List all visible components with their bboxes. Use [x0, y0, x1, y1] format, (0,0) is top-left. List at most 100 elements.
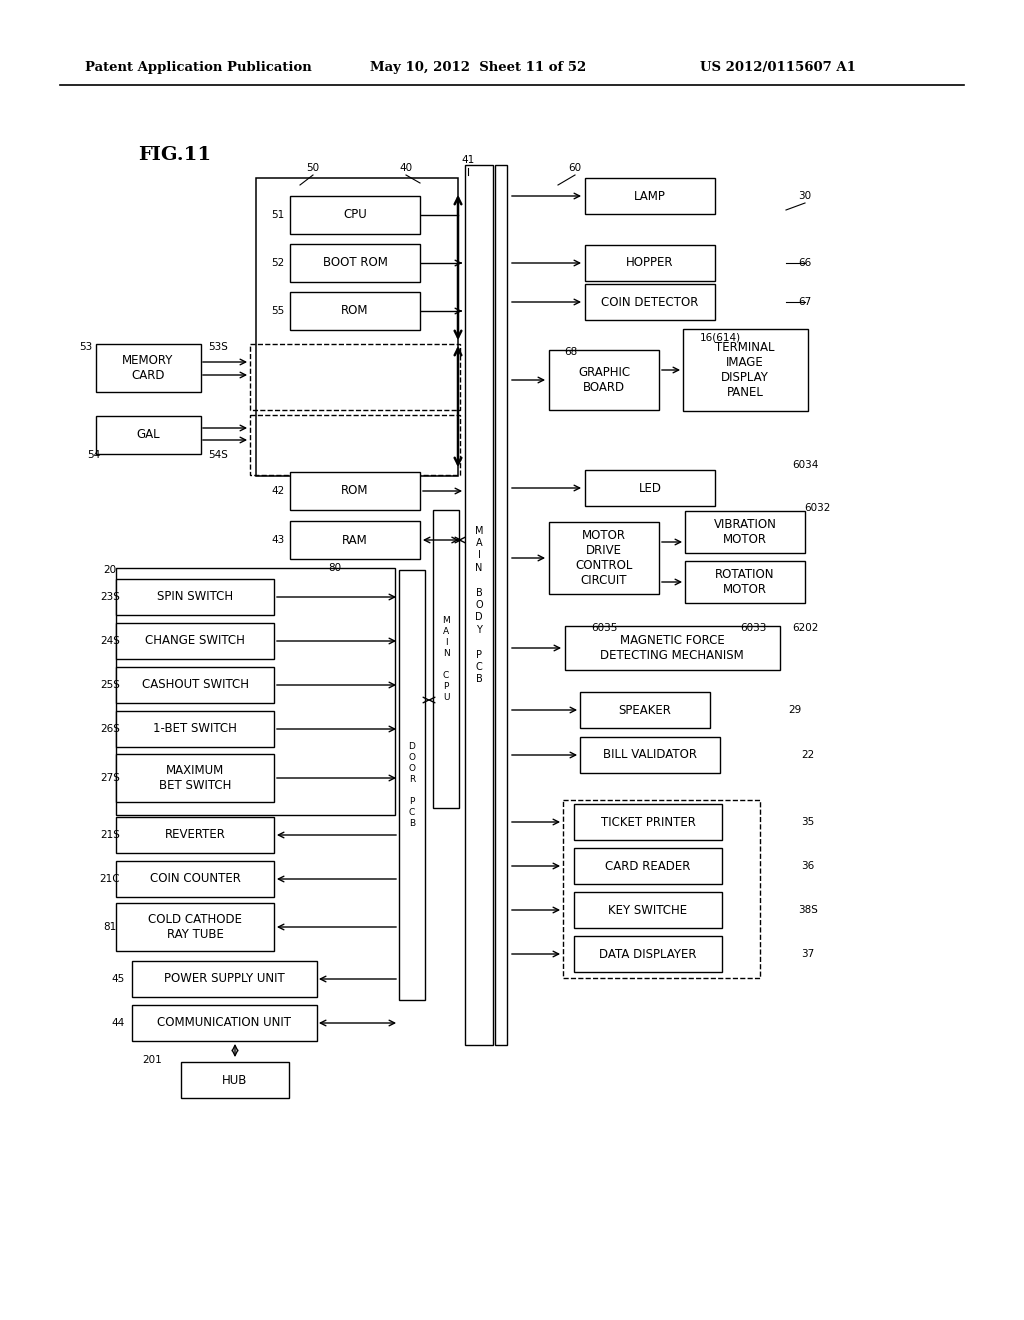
Text: 44: 44 — [112, 1018, 125, 1028]
Bar — [585, 284, 715, 319]
Bar — [564, 626, 779, 671]
Text: 53: 53 — [80, 342, 92, 352]
Bar — [495, 165, 507, 1045]
Bar — [116, 817, 274, 853]
Text: 20: 20 — [103, 565, 117, 576]
Text: 54S: 54S — [208, 450, 228, 459]
Text: SPEAKER: SPEAKER — [618, 704, 672, 717]
Bar — [685, 561, 805, 603]
Bar — [399, 570, 425, 1001]
Text: Patent Application Publication: Patent Application Publication — [85, 62, 311, 74]
Bar — [256, 178, 458, 477]
Bar — [131, 961, 316, 997]
Text: 6035: 6035 — [591, 623, 617, 634]
Text: HUB: HUB — [222, 1073, 248, 1086]
Text: 6033: 6033 — [739, 623, 766, 634]
Text: TICKET PRINTER: TICKET PRINTER — [600, 816, 695, 829]
Bar — [585, 178, 715, 214]
Bar — [683, 329, 808, 411]
Text: GAL: GAL — [136, 429, 160, 441]
Text: 35: 35 — [802, 817, 815, 828]
Bar — [549, 521, 659, 594]
Text: 6202: 6202 — [792, 623, 818, 634]
Text: 41: 41 — [462, 154, 475, 165]
Text: FIG.11: FIG.11 — [138, 147, 211, 164]
Text: COMMUNICATION UNIT: COMMUNICATION UNIT — [157, 1016, 291, 1030]
Text: 81: 81 — [103, 921, 117, 932]
Bar — [116, 623, 274, 659]
Bar — [116, 903, 274, 950]
Text: BOOT ROM: BOOT ROM — [323, 256, 387, 269]
Bar — [290, 195, 420, 234]
Text: CPU: CPU — [343, 209, 367, 222]
Text: LED: LED — [639, 482, 662, 495]
Bar — [250, 345, 460, 411]
Bar — [181, 1063, 289, 1098]
Text: 201: 201 — [142, 1055, 162, 1065]
Text: CHANGE SWITCH: CHANGE SWITCH — [145, 635, 245, 648]
Text: D
O
O
R

P
C
B: D O O R P C B — [409, 742, 416, 829]
Text: 80: 80 — [329, 564, 342, 573]
Text: SPIN SWITCH: SPIN SWITCH — [157, 590, 233, 603]
Text: 55: 55 — [271, 306, 285, 315]
Text: DATA DISPLAYER: DATA DISPLAYER — [599, 948, 696, 961]
Text: COIN DETECTOR: COIN DETECTOR — [601, 296, 698, 309]
Bar — [116, 579, 274, 615]
Text: CASHOUT SWITCH: CASHOUT SWITCH — [141, 678, 249, 692]
Bar — [574, 892, 722, 928]
Text: 66: 66 — [799, 257, 812, 268]
Text: 1-BET SWITCH: 1-BET SWITCH — [153, 722, 237, 735]
Bar — [585, 470, 715, 506]
Text: COIN COUNTER: COIN COUNTER — [150, 873, 241, 886]
Bar — [131, 1005, 316, 1041]
Bar — [95, 345, 201, 392]
Bar — [290, 292, 420, 330]
Bar — [574, 804, 722, 840]
Text: 38S: 38S — [798, 906, 818, 915]
Text: 30: 30 — [799, 191, 812, 201]
Text: 6032: 6032 — [804, 503, 830, 513]
Text: 60: 60 — [568, 162, 582, 173]
Bar — [574, 847, 722, 884]
Text: 68: 68 — [564, 347, 578, 356]
Text: LAMP: LAMP — [634, 190, 666, 202]
Text: 24S: 24S — [100, 636, 120, 645]
Text: 53S: 53S — [208, 342, 228, 352]
Text: US 2012/0115607 A1: US 2012/0115607 A1 — [700, 62, 856, 74]
Text: 40: 40 — [399, 162, 413, 173]
Text: 16(614): 16(614) — [699, 333, 740, 343]
Text: 51: 51 — [271, 210, 285, 220]
Text: 26S: 26S — [100, 723, 120, 734]
Bar — [95, 416, 201, 454]
Bar — [585, 246, 715, 281]
Text: POWER SUPPLY UNIT: POWER SUPPLY UNIT — [164, 973, 285, 986]
Bar — [549, 350, 659, 411]
Text: 29: 29 — [788, 705, 802, 715]
Bar — [250, 414, 460, 475]
Text: KEY SWITCHE: KEY SWITCHE — [608, 903, 687, 916]
Text: HOPPER: HOPPER — [627, 256, 674, 269]
Bar — [685, 511, 805, 553]
Bar — [563, 800, 760, 978]
Text: ROTATION
MOTOR: ROTATION MOTOR — [715, 568, 775, 597]
Bar — [116, 754, 274, 803]
Text: M
A
I
N

C
P
U: M A I N C P U — [442, 615, 450, 702]
Text: 45: 45 — [112, 974, 125, 983]
Text: 23S: 23S — [100, 591, 120, 602]
Text: M
A
I
N

B
O
D
Y

P
C
B: M A I N B O D Y P C B — [475, 525, 483, 684]
Bar — [580, 692, 710, 729]
Text: CARD READER: CARD READER — [605, 859, 690, 873]
Text: 37: 37 — [802, 949, 815, 960]
Text: 6034: 6034 — [792, 459, 818, 470]
Text: 25S: 25S — [100, 680, 120, 690]
Text: 36: 36 — [802, 861, 815, 871]
Text: MAGNETIC FORCE
DETECTING MECHANISM: MAGNETIC FORCE DETECTING MECHANISM — [600, 634, 743, 663]
Bar — [116, 667, 274, 704]
Bar — [580, 737, 720, 774]
Text: 21C: 21C — [99, 874, 120, 884]
Text: 22: 22 — [802, 750, 815, 760]
Text: 27S: 27S — [100, 774, 120, 783]
Text: TERMINAL
IMAGE
DISPLAY
PANEL: TERMINAL IMAGE DISPLAY PANEL — [715, 341, 775, 399]
Bar — [290, 244, 420, 282]
Text: 50: 50 — [306, 162, 319, 173]
